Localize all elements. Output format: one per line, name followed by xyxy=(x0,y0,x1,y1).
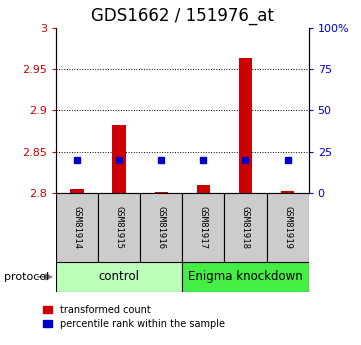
Bar xyxy=(281,191,294,193)
Text: GSM81919: GSM81919 xyxy=(283,206,292,249)
Text: Enigma knockdown: Enigma knockdown xyxy=(188,270,303,283)
Title: GDS1662 / 151976_at: GDS1662 / 151976_at xyxy=(91,7,274,25)
Bar xyxy=(56,193,98,262)
Bar xyxy=(112,125,126,193)
Bar xyxy=(70,189,84,193)
Bar xyxy=(239,58,252,193)
Bar xyxy=(182,262,309,292)
Text: GSM81917: GSM81917 xyxy=(199,206,208,249)
Bar xyxy=(197,185,210,193)
Bar xyxy=(266,193,309,262)
Text: GSM81914: GSM81914 xyxy=(73,206,82,249)
Bar xyxy=(182,193,225,262)
Legend: transformed count, percentile rank within the sample: transformed count, percentile rank withi… xyxy=(43,305,225,329)
Text: protocol: protocol xyxy=(4,272,49,282)
Bar xyxy=(98,193,140,262)
Text: GSM81918: GSM81918 xyxy=(241,206,250,249)
Bar xyxy=(56,262,182,292)
Bar xyxy=(225,193,266,262)
Text: GSM81915: GSM81915 xyxy=(115,206,123,249)
Text: GSM81916: GSM81916 xyxy=(157,206,166,249)
Bar xyxy=(140,193,182,262)
Bar xyxy=(155,191,168,193)
Text: control: control xyxy=(99,270,140,283)
